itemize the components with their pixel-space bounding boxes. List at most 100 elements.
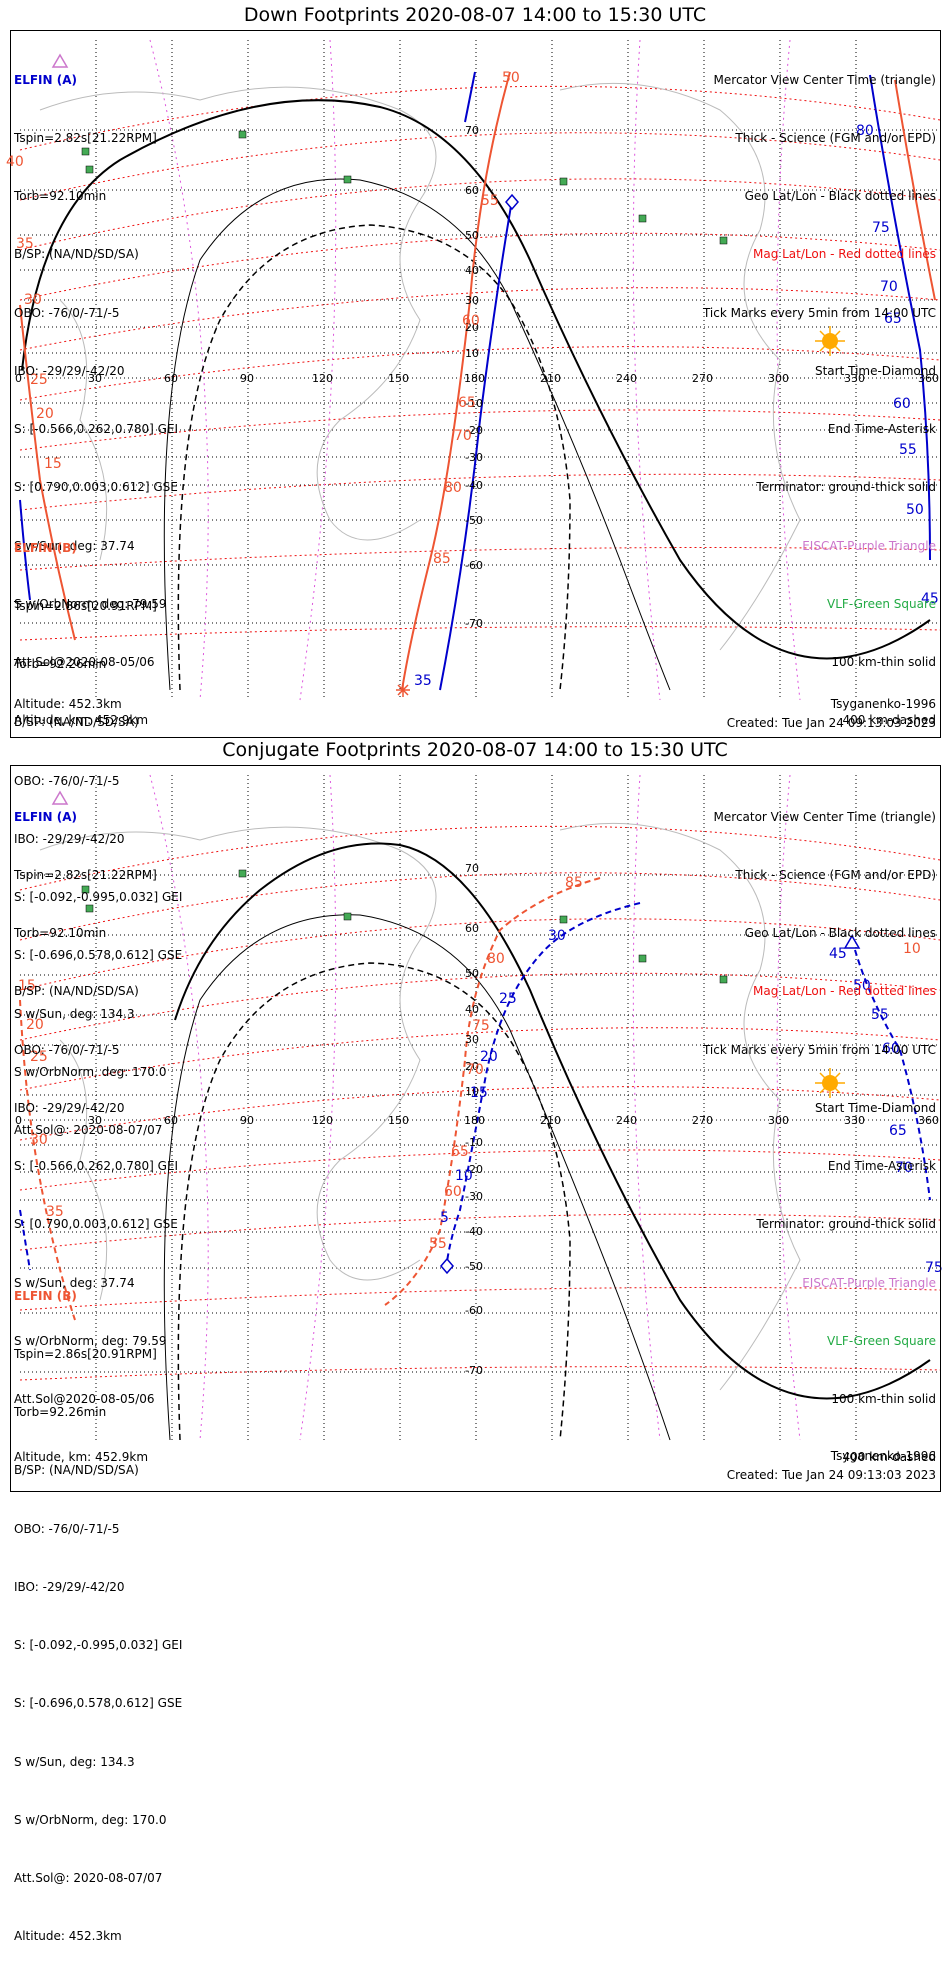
- info-line: Torb=92.10min: [14, 926, 107, 941]
- svg-text:60: 60: [164, 1114, 178, 1127]
- svg-text:55: 55: [481, 193, 499, 209]
- legend-line: EISCAT-Purple Triangle: [802, 538, 936, 553]
- info-line: S w/OrbNorm, deg: 79.59: [14, 1333, 167, 1348]
- legend-line: VLF-Green Square: [827, 1333, 936, 1348]
- svg-text:-40: -40: [465, 1225, 483, 1238]
- svg-text:90: 90: [240, 1114, 254, 1127]
- legend-bottom: Mercator View Center Time (triangle) Thi…: [703, 769, 936, 1487]
- svg-text:60: 60: [465, 922, 479, 935]
- info-line: S w/OrbNorm, deg: 170.0: [14, 1064, 167, 1079]
- elfin-a-track-bottom: [19, 902, 931, 1271]
- info-line: IBO: -29/29/-42/20: [14, 1579, 125, 1594]
- info-line: IBO: -29/29/-42/20: [14, 1100, 125, 1115]
- svg-text:40: 40: [465, 264, 479, 277]
- lat-ticks-top: 70 60 50 40 30 20 10 -10 -20 -30 -40 -50…: [465, 124, 483, 630]
- svg-text:45: 45: [829, 946, 847, 962]
- svg-text:120: 120: [312, 372, 333, 385]
- legend-line: End Time-Asterisk: [827, 422, 936, 437]
- svg-text:-30: -30: [465, 1190, 483, 1203]
- svg-text:40: 40: [465, 1003, 479, 1016]
- info-line: S w/OrbNorm, deg: 79.59: [14, 596, 167, 611]
- legend-line: Tick Marks every 5min from 14:00 UTC: [702, 305, 936, 320]
- legend-top: Mercator View Center Time (triangle) Thi…: [703, 32, 936, 750]
- terminator-400km-top: [177, 224, 571, 691]
- svg-text:10: 10: [465, 347, 479, 360]
- svg-text:35: 35: [414, 673, 432, 689]
- svg-text:20: 20: [36, 406, 54, 422]
- elfin-b-track-bottom: [19, 877, 601, 1321]
- svg-text:65: 65: [884, 311, 902, 327]
- svg-text:-30: -30: [465, 451, 483, 464]
- svg-text:240: 240: [616, 372, 637, 385]
- legend-line: Thick - Science (FGM and/or EPD): [735, 868, 936, 883]
- coastlines-top: [39, 82, 801, 651]
- svg-text:300: 300: [768, 372, 789, 385]
- svg-text:15: 15: [18, 978, 36, 994]
- map-canvas: 0 30 60 90 120 150 180 210 240 270 300 3…: [6, 39, 943, 1441]
- svg-text:180: 180: [464, 1114, 485, 1127]
- coastlines-bottom: [39, 822, 801, 1391]
- svg-text:65: 65: [458, 395, 476, 411]
- start-diamond-top: [505, 193, 519, 211]
- geo-grid-bottom: [20, 775, 940, 1440]
- svg-text:270: 270: [692, 1114, 713, 1127]
- elfin-b-info-bottom: ELFIN (B) Tspin=2.86s[20.91RPM] Torb=92.…: [14, 1248, 182, 1966]
- svg-text:60: 60: [444, 1184, 462, 1200]
- eiscat-triangle-bottom: [51, 790, 69, 805]
- info-line: Altitude: 452.3km: [14, 1929, 122, 1944]
- lat-ticks-bottom: 70 60 50 40 30 20 10 -10 -20 -30 -40 -50…: [465, 862, 483, 1377]
- svg-text:210: 210: [540, 372, 561, 385]
- info-line: S w/Sun, deg: 37.74: [14, 1275, 135, 1290]
- svg-text:90: 90: [240, 372, 254, 385]
- info-line: B/SP: (NA/ND/SD/SA): [14, 715, 139, 730]
- svg-text:210: 210: [540, 1114, 561, 1127]
- vlf-squares-bottom: [81, 869, 728, 984]
- sun-icon-top: [815, 326, 845, 356]
- info-line: Torb=92.26min: [14, 1405, 107, 1420]
- info-line: S: [-0.092,-0.995,0.032] GEI: [14, 890, 183, 905]
- panel-title-bottom: Conjugate Footprints 2020-08-07 14:00 to…: [222, 739, 728, 761]
- info-line: Altitude, km: 452.9km: [14, 1450, 149, 1465]
- svg-text:60: 60: [893, 396, 911, 412]
- svg-text:50: 50: [465, 967, 479, 980]
- legend-line: 100 km-thin solid: [831, 655, 936, 669]
- svg-text:85: 85: [433, 551, 451, 567]
- map-frame-top: [10, 30, 941, 738]
- svg-text:15: 15: [470, 1085, 488, 1101]
- elfin-a-info-bottom: ELFIN (A) Tspin=2.82s[21.22RPM] Torb=92.…: [14, 769, 178, 1487]
- mag-grid-bottom: [19, 825, 941, 1381]
- elfin-a-name: ELFIN (A): [14, 809, 77, 824]
- info-line: OBO: -76/0/-71/-5: [14, 305, 120, 320]
- svg-text:-60: -60: [465, 1304, 483, 1317]
- svg-text:30: 30: [465, 294, 479, 307]
- purple-meridians-bottom: [149, 774, 801, 1441]
- legend-line: VLF-Green Square: [827, 596, 936, 611]
- orange-track-labels-bottom: 85 80 75 70 65 60 55 10 15 20 25 30 35: [18, 875, 921, 1252]
- legend-line: Thick - Science (FGM and/or EPD): [735, 131, 936, 146]
- legend-line: Mercator View Center Time (triangle): [713, 809, 936, 824]
- info-line: S: [-0.696,0.578,0.612] GSE: [14, 1696, 183, 1711]
- svg-text:-40: -40: [465, 479, 483, 492]
- svg-text:30: 30: [24, 292, 42, 308]
- svg-text:360: 360: [918, 1114, 939, 1127]
- end-asterisk-top: [396, 683, 410, 697]
- info-line: S: [-0.566,0.262,0.780] GEI: [14, 1159, 179, 1174]
- created-label-bottom: Created: Tue Jan 24 09:13:03 2023: [726, 1468, 936, 1482]
- svg-text:25: 25: [499, 991, 517, 1007]
- blue-track-labels-bottom: 30 25 20 15 10 5 45 50 55 60 65 70 75: [440, 928, 943, 1276]
- svg-text:-10: -10: [465, 397, 483, 410]
- svg-text:55: 55: [899, 442, 917, 458]
- info-line: Torb=92.10min: [14, 189, 107, 204]
- svg-text:30: 30: [548, 928, 566, 944]
- geo-grid-top: [20, 40, 940, 700]
- blue-track-labels-top: 80 75 70 65 60 55 50 45 35: [414, 123, 939, 689]
- svg-text:50: 50: [906, 502, 924, 518]
- info-line: S w/Sun, deg: 134.3: [14, 1006, 135, 1021]
- svg-text:60: 60: [462, 313, 480, 329]
- sun-icon-bottom: [815, 1068, 845, 1098]
- elfin-a-info-top: ELFIN (A) Tspin=2.82s[21.22RPM] Torb=92.…: [14, 32, 178, 750]
- svg-text:-70: -70: [465, 617, 483, 630]
- center-triangle-bottom: [843, 934, 861, 949]
- legend-line: 400 km-dashed: [842, 1450, 936, 1465]
- svg-text:150: 150: [388, 1114, 409, 1127]
